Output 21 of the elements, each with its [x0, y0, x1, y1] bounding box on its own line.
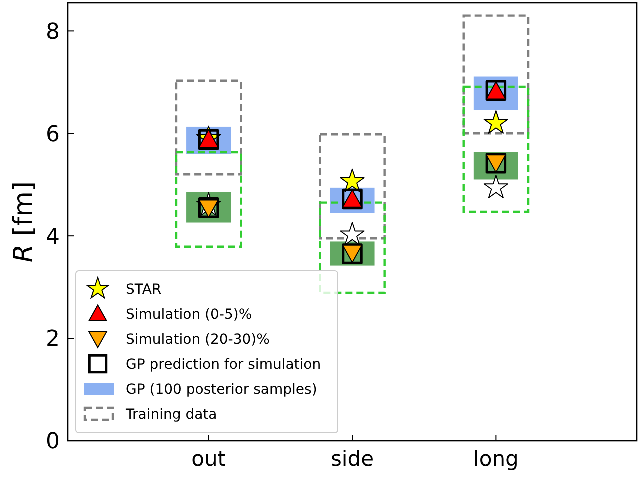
- y-tick-label: 8: [46, 20, 60, 45]
- legend-label: GP prediction for simulation: [126, 356, 322, 373]
- legend-label: STAR: [126, 282, 162, 298]
- x-tick-label: side: [330, 447, 374, 471]
- x-tick-label: out: [192, 447, 226, 471]
- y-tick-label: 2: [46, 327, 60, 352]
- bar: [175, 151, 242, 248]
- legend-label: Training data: [125, 406, 218, 423]
- x-tick-label: long: [474, 447, 519, 471]
- bar: [319, 202, 386, 294]
- legend-label: Simulation (0-5)%: [126, 306, 252, 323]
- legend-label: Simulation (20-30)%: [126, 332, 270, 348]
- bar: [462, 14, 530, 135]
- y-tick-label: 4: [46, 224, 60, 250]
- y-tick-label: 6: [46, 122, 60, 148]
- bar: [319, 134, 386, 240]
- y-axis-title: R [fm]: [9, 181, 39, 263]
- bar: [462, 86, 530, 214]
- y-tick-label: 0: [46, 430, 60, 455]
- legend-label: GP (100 posterior samples): [126, 382, 318, 398]
- bar: [175, 80, 242, 176]
